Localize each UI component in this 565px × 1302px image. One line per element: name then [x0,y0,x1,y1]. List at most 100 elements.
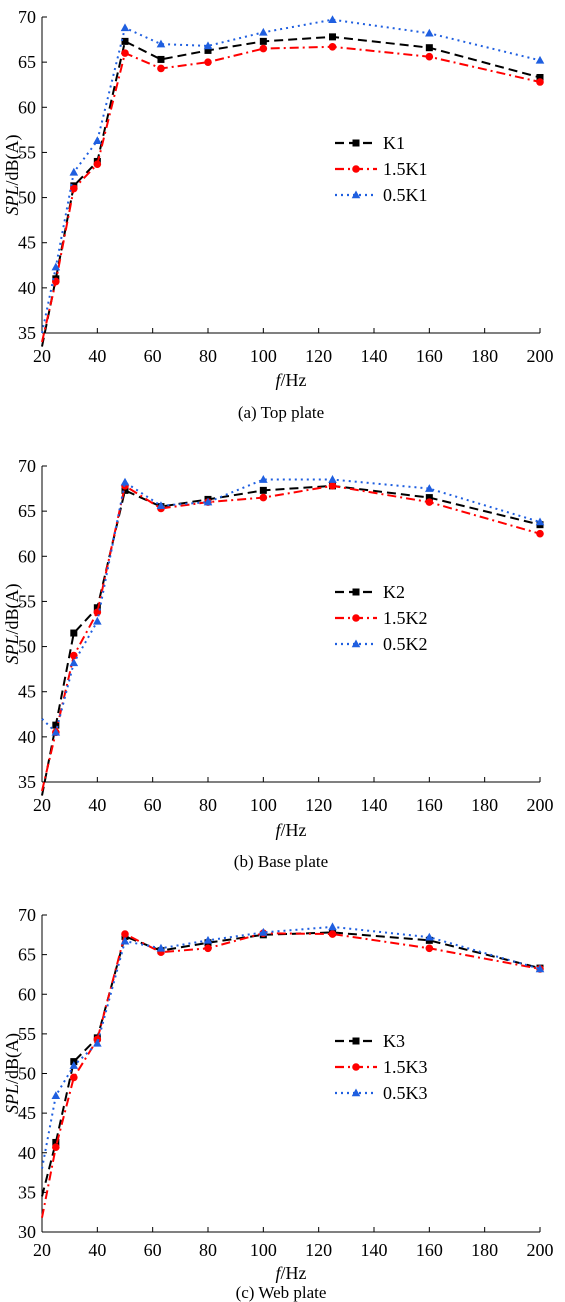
x-axis-title: f/Hz [275,820,306,840]
y-tick-label: 60 [18,984,36,1004]
data-point-0.5K2 [120,477,130,486]
x-tick-label: 180 [471,1240,498,1260]
legend-marker [352,1037,360,1045]
y-axis-title: SPL/dB(A) [2,1033,23,1114]
data-point-0.5K2 [156,501,166,510]
x-axis-title-italic: f [275,820,283,840]
data-point-0.5K3 [51,1091,61,1099]
y-tick-label: 65 [18,945,36,965]
legend-label: 1.5K3 [383,1057,428,1077]
x-tick-label: 140 [361,1240,388,1260]
y-axis-title: SPL/dB(A) [2,583,23,664]
data-point-0.5K3 [535,964,545,973]
y-tick-label: 40 [18,278,36,298]
data-point-K1 [259,37,267,45]
y-tick-label: 35 [18,323,36,343]
legend-marker [352,588,360,596]
chart-panel-2: 20 40 60 80 100 120 140 160 180 200 30 35 40 45 50 55 60… [2,905,554,1302]
x-tick-label: 100 [250,1240,277,1260]
x-tick-label: 180 [471,346,498,366]
x-tick-label: 80 [199,346,217,366]
y-tick-label: 40 [18,1143,36,1163]
data-point-1.5K3 [121,930,129,938]
x-tick-label: 100 [250,346,277,366]
data-point-1.5K1 [93,160,102,168]
y-tick-label: 60 [18,97,36,117]
x-tick-label: 160 [416,795,443,815]
y-tick-label: 40 [18,727,36,747]
data-point-K1 [536,73,544,81]
series-line-1.5K2 [41,484,541,792]
x-tick-label: 120 [305,1240,332,1260]
x-axis-title-unit: /Hz [281,820,307,840]
data-point-K3 [52,1138,60,1146]
series-line-0.5K1 [41,18,541,334]
series-line-K3 [41,931,541,1197]
data-point-1.5K2 [425,498,434,506]
data-point-0.5K2 [69,658,79,667]
y-tick-label: 55 [18,1024,36,1044]
data-point-1.5K3 [70,1073,78,1082]
legend-label: K2 [383,582,405,602]
data-point-0.5K3 [203,935,213,944]
legend-marker [352,165,360,173]
data-point-0.5K1 [69,167,79,176]
data-point-K1 [425,44,433,52]
legend-label: 0.5K3 [383,1083,428,1103]
y-axis-title: SPL/dB(A) [2,134,23,215]
panel-caption: (c) Web plate [236,1283,327,1302]
series-line-1.5K1 [41,45,541,343]
x-axis-title: f/Hz [275,370,306,390]
data-point-0.5K3 [328,922,337,931]
y-tick-label: 45 [18,682,36,702]
x-tick-label: 200 [527,795,554,815]
data-point-0.5K2 [93,616,102,625]
x-axis-title-italic: f [275,1263,283,1283]
data-point-1.5K1 [259,44,268,53]
legend-label: 1.5K2 [383,608,428,628]
x-tick-label: 160 [416,346,443,366]
y-tick-label: 60 [18,546,36,566]
x-tick-label: 40 [88,795,106,815]
y-axis-title-italic: SPL [2,634,22,664]
chart-panel-1: 20 40 60 80 100 120 140 160 180 200 35 40 45 50 55 60 65… [2,456,554,871]
y-tick-label: 35 [18,1182,36,1202]
y-axis-title-italic: SPL [2,185,22,215]
legend-marker [352,139,360,147]
x-tick-label: 60 [144,346,162,366]
x-tick-label: 40 [88,346,106,366]
data-point-0.5K2 [259,475,268,483]
y-tick-label: 55 [18,591,36,611]
series-line-0.5K3 [41,925,541,1169]
x-tick-label: 180 [471,795,498,815]
x-tick-label: 160 [416,1240,443,1260]
x-tick-label: 60 [144,795,162,815]
y-tick-label: 45 [18,233,36,253]
legend-label: K1 [383,133,405,153]
data-point-0.5K1 [120,23,130,32]
legend-label: K3 [383,1031,405,1051]
data-point-1.5K2 [536,529,544,538]
data-point-0.5K2 [425,484,434,492]
data-point-0.5K2 [328,475,337,483]
x-tick-label: 100 [250,795,277,815]
series-line-K2 [41,484,541,796]
data-point-K1 [204,46,212,54]
y-tick-label: 50 [18,1064,36,1084]
series-line-0.5K2 [41,478,541,735]
x-tick-label: 200 [527,346,554,366]
legend-label: 0.5K1 [383,185,428,205]
data-point-0.5K2 [535,517,545,526]
x-tick-label: 40 [88,1240,106,1260]
legend-label: 1.5K1 [383,159,428,179]
data-point-0.5K3 [120,936,130,945]
data-point-K1 [157,55,165,63]
data-point-0.5K2 [51,727,61,736]
data-point-1.5K1 [536,78,544,86]
y-axis-title-unit: /dB(A) [2,583,23,634]
y-tick-label: 45 [18,1103,36,1123]
data-point-1.5K2 [259,493,268,502]
legend-label: 0.5K2 [383,634,428,654]
data-point-0.5K1 [259,27,268,36]
